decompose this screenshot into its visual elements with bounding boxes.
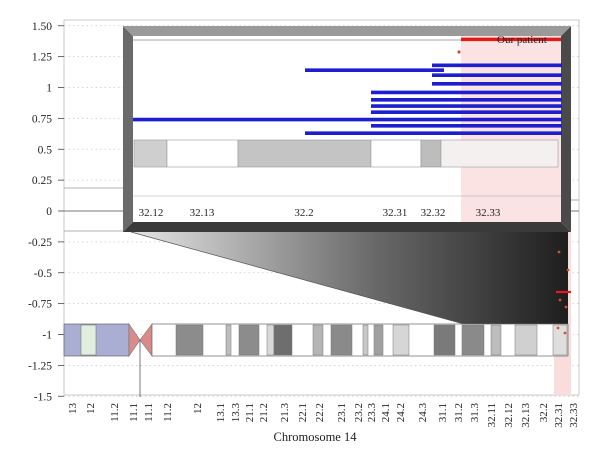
band-label: 11.2 <box>109 403 121 422</box>
band-label: 23.2 <box>353 403 365 422</box>
q-arm-band <box>552 324 568 356</box>
patient-dot <box>558 298 562 302</box>
patient-dot <box>557 250 561 254</box>
chromosome-ideogram <box>63 323 569 397</box>
y-tick-label: -1.5 <box>34 391 52 403</box>
zoom-band-label: 32.13 <box>190 207 215 219</box>
inset-bevel-top <box>123 26 571 36</box>
band-label: 32.33 <box>568 403 580 428</box>
patient-dot <box>556 326 560 330</box>
q-arm-band <box>362 324 369 356</box>
zoom-connector <box>131 232 568 326</box>
y-tick-label: 1.50 <box>32 21 52 33</box>
q-arm-outline <box>151 323 569 357</box>
band-label: 24.3 <box>417 403 429 423</box>
band-label: 13.3 <box>230 403 242 423</box>
q-arm-band <box>238 324 260 356</box>
band-label: 13 <box>67 403 79 415</box>
y-tick-label: -1 <box>42 330 52 342</box>
patient-dot <box>566 268 570 272</box>
plot-frame <box>63 19 580 396</box>
band-label: 32.2 <box>538 403 550 422</box>
y-tick-label: -0.75 <box>28 299 52 311</box>
patient-lower-dots <box>556 250 570 335</box>
y-tick-label: -0.5 <box>34 268 52 280</box>
zoom-band-labels: 32.12 32.13 32.2 32.31 32.32 32.33 <box>139 207 501 219</box>
band-label: 13.1 <box>215 403 227 422</box>
zoom-inset: Our patient 32.12 32.13 32.2 32.31 32.32 32.3… <box>123 26 571 232</box>
inset-band <box>370 139 422 168</box>
inset-band <box>420 139 442 168</box>
zoom-band-label: 32.12 <box>139 207 164 219</box>
band-label: 12 <box>85 403 97 414</box>
zoom-connector-edge <box>130 231 472 327</box>
y-tick-label: 0 <box>46 206 52 218</box>
q-arm-band <box>266 324 275 356</box>
band-label: 32.13 <box>520 403 532 428</box>
y-tick-label: 1 <box>46 83 52 95</box>
inset-bevel-bottom <box>123 222 571 232</box>
band-label: 11.1 <box>143 403 155 422</box>
x-axis-label: Chromosome 14 <box>274 430 358 444</box>
patient-dot <box>564 305 568 309</box>
inset-band <box>237 139 372 168</box>
inset-band <box>133 139 168 168</box>
q-arm-band <box>392 324 410 356</box>
y-axis-ticks: 1.50 1.25 1 0.75 0.5 0.25 0 -0.25 -0.5 -0.75 -1 -1.… <box>28 21 64 403</box>
q-arm-band <box>225 324 232 356</box>
band-label: 11.2 <box>162 403 174 422</box>
band-label: 22.1 <box>297 403 309 422</box>
zoom-band-label: 32.2 <box>294 207 313 219</box>
y-tick-label: -1.25 <box>28 360 52 372</box>
q-arm-band <box>490 324 502 356</box>
gain-segments <box>133 63 562 135</box>
zoom-band-label: 32.31 <box>383 207 408 219</box>
q-arm-band <box>273 324 293 356</box>
inset-band <box>440 139 559 168</box>
inset-band <box>166 139 239 168</box>
band-label: 31.3 <box>469 403 481 423</box>
band-label: 24.2 <box>395 403 407 422</box>
centromere <box>139 323 153 357</box>
band-label: 32.31 <box>553 403 565 428</box>
band-label: 11.1 <box>128 403 140 422</box>
y-tick-label: 0.25 <box>32 175 52 187</box>
inset-bevel-left <box>123 26 133 232</box>
q-arm-band <box>175 324 204 356</box>
centromere <box>128 323 141 357</box>
q-arm-band <box>330 324 353 356</box>
q-arm-bands <box>175 324 568 356</box>
q-arm-band <box>514 324 538 356</box>
p-arm-stalk <box>80 324 97 356</box>
band-label: 31.2 <box>453 403 465 422</box>
inset-bevel-right <box>561 26 571 232</box>
band-label: 31.1 <box>437 403 449 422</box>
band-label: 22.2 <box>314 403 326 422</box>
band-label: 24.1 <box>380 403 392 422</box>
band-label: 23.1 <box>336 403 348 422</box>
band-label: 21.1 <box>244 403 256 422</box>
x-band-labels: 13 12 11.2 11.1 11.1 11.2 12 13.1 13.3 21.1 21.2 21… <box>67 403 580 428</box>
band-label: 21.3 <box>279 403 291 423</box>
band-label: 23.3 <box>366 403 378 423</box>
zoom-band-label: 32.33 <box>476 207 501 219</box>
zoom-band-label: 32.32 <box>421 207 446 219</box>
y-tick-label: 0.5 <box>38 144 53 156</box>
patient-dot <box>563 331 567 335</box>
q-arm-band <box>312 324 324 356</box>
patient-label: Our patient <box>497 34 547 46</box>
y-tick-label: 1.25 <box>32 52 52 64</box>
q-arm-band <box>373 324 384 356</box>
band-label: 32.12 <box>503 403 515 428</box>
y-tick-label: -0.25 <box>28 237 52 249</box>
p-arm-band <box>63 323 130 357</box>
band-label: 12 <box>192 403 204 414</box>
band-label: 21.2 <box>258 403 270 422</box>
patient-dot <box>457 50 461 54</box>
band-label: 32.11 <box>486 403 498 427</box>
q-arm-band <box>433 324 456 356</box>
q-arm-band <box>461 324 485 356</box>
y-tick-label: 0.75 <box>32 113 52 125</box>
